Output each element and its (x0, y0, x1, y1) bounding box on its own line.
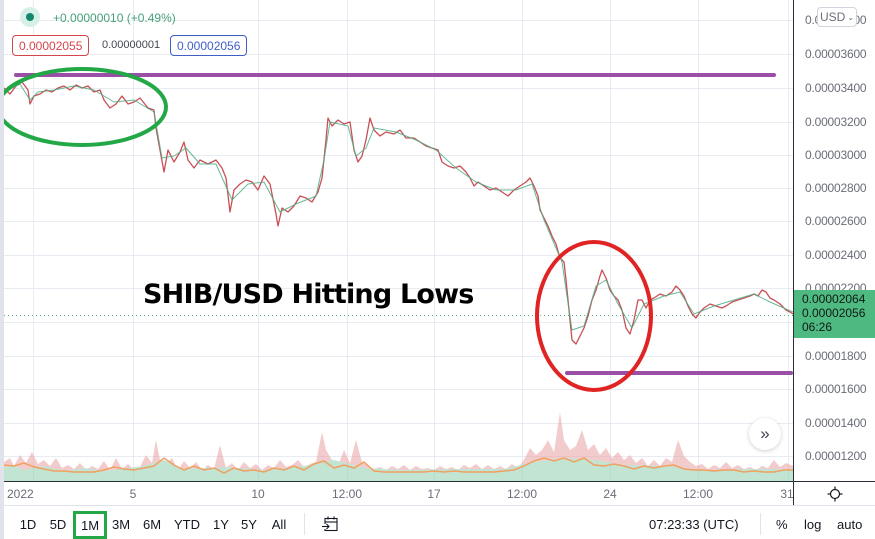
auto-scale-toggle[interactable]: auto (837, 517, 863, 532)
percent-scale-toggle[interactable]: % (776, 517, 788, 532)
price-label: 0.00002400 (805, 248, 867, 262)
buy-price-button[interactable]: 0.00002056 (170, 35, 248, 56)
timeframe-1y-button[interactable]: 1Y (213, 516, 229, 532)
timeframe-1d-button[interactable]: 1D (19, 516, 37, 532)
price-change: +0.00000010 (+0.49%) (53, 11, 176, 25)
utc-clock[interactable]: 07:23:33 (UTC) (649, 517, 739, 532)
volume-moving-average (4, 457, 793, 474)
scroll-to-realtime-button[interactable]: » (749, 418, 781, 450)
horizontal-gridlines (4, 20, 793, 457)
time-label: 10 (251, 487, 265, 501)
market-status-indicator[interactable] (20, 7, 40, 27)
time-label: 24 (603, 487, 617, 501)
timeframe-6m-button[interactable]: 6M (142, 516, 162, 532)
chart-annotation-title: SHIB/USD Hitting Lows (143, 279, 474, 310)
price-axis[interactable]: 0.00003800 0.00003600 0.00003400 0.00003… (793, 0, 875, 481)
sell-price-button[interactable]: 0.00002055 (12, 35, 90, 56)
left-border (0, 0, 4, 539)
time-label: 12:00 (506, 487, 538, 501)
price-label: 0.00001800 (805, 349, 867, 363)
bottom-toolbar: 1D 5D 1M 3M 6M YTD 1Y 5Y All 07:23:33 (U… (4, 505, 875, 539)
time-axis[interactable]: 2022 5 10 12:00 17 12:00 24 12:00 31 (4, 481, 794, 505)
last-price-badge: 0.00002064 0.00002056 06:26 (794, 290, 875, 338)
timeframe-1m-button[interactable]: 1M (73, 511, 107, 539)
last-price-value: 0.00002056 (802, 306, 866, 320)
time-label: 2022 (7, 487, 34, 501)
price-label: 0.00001200 (805, 449, 867, 463)
chevron-down-icon: ⌄ (847, 12, 855, 22)
timeframe-ytd-button[interactable]: YTD (174, 516, 200, 532)
price-label: 0.00001400 (805, 416, 867, 430)
price-label: 0.00003200 (805, 115, 867, 129)
timeframe-5y-button[interactable]: 5Y (241, 516, 257, 532)
price-label: 0.00002800 (805, 181, 867, 195)
time-label: 17 (427, 487, 441, 501)
highlight-ellipse-top (4, 67, 168, 147)
price-label: 0.00003000 (805, 148, 867, 162)
price-label: 0.00002600 (805, 214, 867, 228)
price-label: 0.00001600 (805, 382, 867, 396)
chart-pane[interactable] (4, 0, 793, 481)
goto-date-button[interactable] (319, 513, 341, 535)
toolbar-divider (304, 513, 305, 535)
toolbar-divider (760, 513, 761, 535)
status-dot-icon (26, 13, 34, 21)
price-label: 0.00003400 (805, 81, 867, 95)
spread-value: 0.00000001 (102, 39, 161, 51)
currency-label: USD (819, 10, 846, 24)
chart-legend: +0.00000010 (+0.49%) 0.00002055 0.000000… (4, 0, 304, 60)
volume-bars (4, 412, 793, 481)
last-price-high: 0.00002064 (802, 292, 866, 306)
time-label: 5 (129, 487, 137, 501)
timeframe-3m-button[interactable]: 3M (111, 516, 131, 532)
timeframe-all-button[interactable]: All (271, 516, 287, 532)
price-chart[interactable] (4, 0, 793, 481)
calendar-goto-icon (321, 516, 338, 532)
time-label: 31 (780, 487, 794, 501)
chart-settings-button[interactable] (793, 481, 875, 505)
timeframe-5d-button[interactable]: 5D (49, 516, 67, 532)
settings-gear-icon (827, 486, 842, 501)
double-chevron-right-icon: » (760, 424, 770, 443)
currency-select[interactable]: USD ⌄ (817, 7, 857, 27)
log-scale-toggle[interactable]: log (804, 517, 822, 532)
vertical-gridlines (33, 0, 789, 481)
time-label: 12:00 (331, 487, 363, 501)
highlight-ellipse-bottom (535, 240, 653, 392)
price-label: 0.00003600 (805, 47, 867, 61)
bar-countdown: 06:26 (802, 320, 833, 334)
time-label: 12:00 (682, 487, 714, 501)
